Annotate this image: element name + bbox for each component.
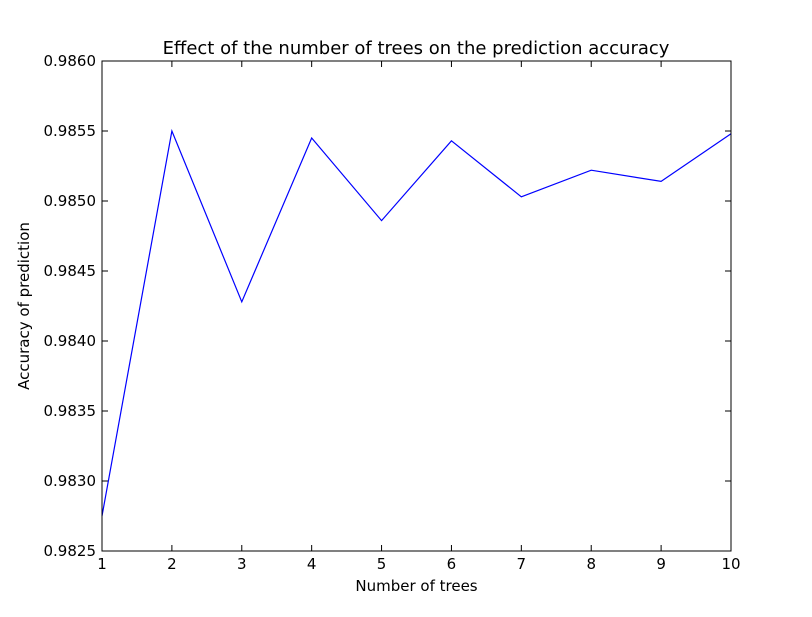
series-line — [101, 128, 732, 517]
y-tick-label: 0.9845 — [44, 262, 97, 280]
x-tick-label: 9 — [656, 555, 666, 573]
x-tick-label: 10 — [721, 555, 740, 573]
x-tick-label: 1 — [97, 555, 107, 573]
y-tick-label: 0.9850 — [44, 192, 97, 210]
y-tick-label: 0.9855 — [44, 122, 97, 140]
y-axis-ticks: 0.9825 0.9830 0.9835 0.9840 0.9845 0.9850 0.98… — [44, 52, 731, 560]
y-tick-label: 0.9860 — [44, 52, 97, 70]
plot-frame — [101, 60, 732, 552]
x-tick-label: 4 — [307, 555, 317, 573]
x-tick-label: 3 — [237, 555, 247, 573]
y-tick-label: 0.9835 — [44, 402, 97, 420]
chart-title: Effect of the number of trees on the pre… — [163, 38, 670, 59]
x-axis-ticks: 1 2 3 4 5 6 7 8 9 10 — [97, 61, 741, 573]
y-tick-label: 0.9840 — [44, 332, 97, 350]
x-tick-label: 8 — [586, 555, 596, 573]
x-axis-label: Number of trees — [355, 577, 477, 595]
y-tick-label: 0.9825 — [44, 542, 97, 560]
y-axis-label: Accuracy of prediction — [15, 222, 33, 390]
x-tick-label: 2 — [167, 555, 177, 573]
x-tick-label: 7 — [517, 555, 527, 573]
x-tick-label: 5 — [377, 555, 387, 573]
y-tick-label: 0.9830 — [44, 472, 97, 490]
x-tick-label: 6 — [447, 555, 457, 573]
